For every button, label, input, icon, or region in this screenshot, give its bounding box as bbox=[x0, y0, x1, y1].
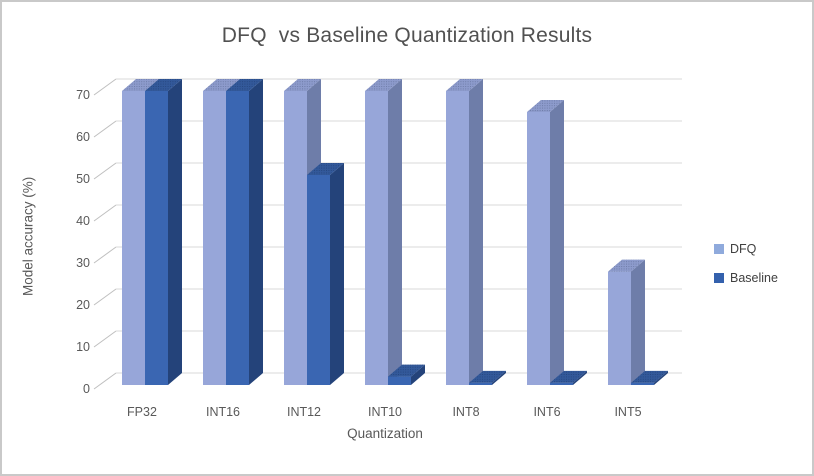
chart-title: DFQ vs Baseline Quantization Results bbox=[221, 24, 593, 47]
baseline-color-swatch-icon bbox=[714, 273, 724, 283]
legend-label-dfq: DFQ bbox=[730, 242, 757, 256]
bar-dfq-int6 bbox=[527, 100, 564, 385]
y-tick-label: 10 bbox=[76, 340, 90, 354]
bar-dfq-int10 bbox=[365, 79, 402, 385]
x-category-label: INT5 bbox=[614, 405, 641, 419]
bar-baseline-int10 bbox=[388, 364, 425, 385]
legend-item-dfq: DFQ bbox=[714, 242, 778, 256]
x-category-label: INT16 bbox=[206, 405, 240, 419]
bar-baseline-int16 bbox=[226, 79, 263, 385]
y-tick-label: 50 bbox=[76, 172, 90, 186]
bar-baseline-int5 bbox=[631, 370, 668, 385]
y-tick-label: 40 bbox=[76, 214, 90, 228]
y-tick bbox=[93, 288, 117, 306]
y-tick bbox=[93, 162, 117, 180]
bar-baseline-fp32 bbox=[145, 79, 182, 385]
x-category-label: FP32 bbox=[127, 405, 157, 419]
y-tick bbox=[93, 120, 117, 138]
x-category-label: INT12 bbox=[287, 405, 321, 419]
x-category-label: INT8 bbox=[452, 405, 479, 419]
y-tick bbox=[93, 78, 117, 96]
legend-label-baseline: Baseline bbox=[730, 271, 778, 285]
dfq-color-swatch-icon bbox=[714, 244, 724, 254]
x-axis-title: Quantization bbox=[347, 426, 423, 441]
y-tick-label: 20 bbox=[76, 298, 90, 312]
x-category-label: INT10 bbox=[368, 405, 402, 419]
y-tick bbox=[93, 372, 117, 390]
y-tick-label: 30 bbox=[76, 256, 90, 270]
bar-baseline-int12 bbox=[307, 163, 344, 385]
y-tick bbox=[93, 204, 117, 222]
bar-baseline-int6 bbox=[550, 370, 587, 385]
bar-dfq-int8 bbox=[446, 79, 483, 385]
y-tick bbox=[93, 330, 117, 348]
bar-dfq-int5 bbox=[608, 259, 645, 385]
bars: FP32 INT16 INT12 INT10 INT8 INT6 INT5 bbox=[122, 79, 668, 419]
y-tick-label: 0 bbox=[83, 382, 90, 396]
x-category-label: INT6 bbox=[533, 405, 560, 419]
legend-item-baseline: Baseline bbox=[714, 271, 778, 285]
bar-baseline-int8 bbox=[469, 370, 506, 385]
legend: DFQ Baseline bbox=[714, 242, 778, 285]
y-tick-label: 60 bbox=[76, 130, 90, 144]
y-tick bbox=[93, 246, 117, 264]
y-tick-label: 70 bbox=[76, 88, 90, 102]
